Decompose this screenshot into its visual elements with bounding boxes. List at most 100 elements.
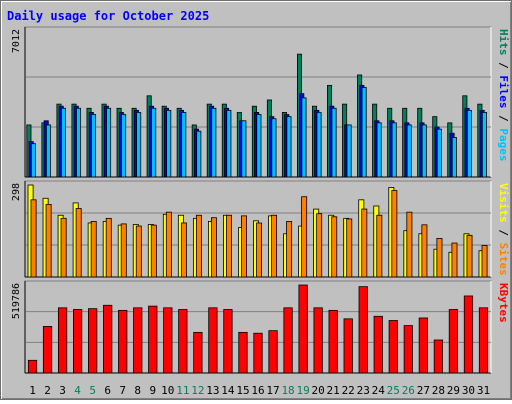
chart-title: Daily usage for October 2025: [7, 9, 209, 23]
day-label: 30: [462, 384, 475, 397]
kbytes-kbytes-bar: [358, 286, 368, 374]
day-label: 11: [176, 384, 189, 397]
kbytes-kbytes-bar: [148, 305, 158, 374]
visits-sites-bar: [346, 218, 353, 278]
hits-pages-bar: [361, 87, 367, 178]
day-label: 18: [281, 384, 294, 397]
visits-sites-bar: [391, 190, 398, 278]
visits-legend-visits: Visits: [497, 183, 510, 223]
visits-sites-bar: [241, 215, 247, 278]
visits-sites-bar: [466, 234, 473, 278]
hits-pages-bar: [106, 107, 112, 178]
kbytes-kbytes-bar: [42, 326, 53, 374]
kbytes-kbytes-bar: [208, 307, 218, 374]
kbytes-kbytes-bar: [418, 317, 428, 374]
kbytes-kbytes-bar: [88, 308, 98, 374]
kbytes-kbytes-bar: [193, 331, 203, 374]
hits-pages-bar: [256, 114, 262, 178]
hits-pages-bar: [226, 109, 232, 178]
kbytes-kbytes-bar: [283, 307, 293, 374]
kbytes-max-label: 519786: [11, 283, 22, 319]
hits-pages-bar: [346, 124, 352, 178]
kbytes-kbytes-bar: [73, 309, 83, 374]
day-label: 6: [104, 384, 111, 397]
day-label: 27: [417, 384, 430, 397]
day-label: 21: [327, 384, 340, 397]
hits-legend-hits: Hits: [497, 29, 510, 56]
day-label: 29: [447, 384, 460, 397]
kbytes-kbytes-bar: [238, 331, 248, 374]
visits-sites-bar: [406, 211, 413, 278]
visits-sites-bar: [226, 214, 232, 278]
visits-sites-bar: [45, 204, 52, 278]
hits-pages-bar: [45, 124, 51, 178]
kbytes-kbytes-bar: [178, 309, 188, 374]
kbytes-kbytes-bar: [103, 304, 113, 374]
kbytes-kbytes-bar: [373, 315, 383, 374]
kbytes-kbytes-bar: [478, 307, 489, 374]
kbytes-legend-kbytes: KBytes: [497, 283, 510, 323]
visits-sites-bar: [301, 196, 308, 278]
visits-sites-bar: [481, 245, 488, 278]
day-label: 10: [161, 384, 174, 397]
hits-pages-bar: [76, 107, 82, 178]
visits-sites-bar: [451, 242, 458, 278]
visits-sites-bar: [210, 217, 217, 278]
hits-legend: Hits / Files / Pages: [497, 29, 510, 162]
visits-max-label: 298: [11, 183, 22, 201]
day-label: 31: [477, 384, 490, 397]
day-label: 7: [119, 384, 126, 397]
hits-pages-bar: [151, 107, 157, 178]
hits-pages-bar: [421, 124, 427, 178]
hits-legend-files: Files: [497, 75, 510, 108]
hits-pages-bar: [331, 107, 337, 178]
day-label: 17: [266, 384, 279, 397]
kbytes-kbytes-bar: [343, 318, 353, 374]
hits-pages-bar: [30, 143, 36, 178]
kbytes-legend: KBytes: [497, 283, 510, 323]
visits-sites-bar: [75, 208, 82, 278]
visits-sites-bar: [256, 222, 263, 278]
day-label: 4: [74, 384, 81, 397]
hits-pages-bar: [406, 124, 412, 178]
visits-legend: Visits / Sites: [497, 183, 510, 276]
hits-max-label: 7012: [11, 29, 22, 53]
kbytes-kbytes-bar: [133, 307, 143, 374]
hits-pages-bar: [271, 118, 277, 178]
hits-pages-bar: [316, 112, 322, 178]
visits-sites-bar: [60, 217, 67, 278]
kbytes-kbytes-bar: [463, 295, 474, 374]
kbytes-kbytes-bar: [163, 307, 173, 374]
hits-pages-bar: [436, 128, 442, 178]
day-label: 5: [89, 384, 96, 397]
kbytes-kbytes-bar: [298, 284, 308, 374]
kbytes-kbytes-bar: [328, 309, 338, 374]
visits-sites-bar: [436, 238, 443, 278]
day-label: 15: [236, 384, 249, 397]
kbytes-kbytes-bar: [57, 307, 68, 374]
day-label: 23: [357, 384, 370, 397]
visits-sites-bar: [120, 223, 127, 278]
hits-pages-bar: [301, 97, 307, 178]
visits-sites-bar: [180, 222, 187, 278]
visits-sites-bar: [361, 208, 368, 278]
visits-sites-bar: [90, 221, 97, 278]
day-label: 20: [312, 384, 325, 397]
kbytes-kbytes-bar: [403, 325, 413, 374]
day-label: 8: [134, 384, 141, 397]
kbytes-kbytes-bar: [118, 309, 128, 374]
kbytes-kbytes-bar: [27, 359, 38, 374]
day-label: 22: [342, 384, 355, 397]
day-label: 2: [44, 384, 51, 397]
visits-sites-bar: [421, 224, 428, 278]
day-label: 12: [191, 384, 204, 397]
visits-sites-bar: [30, 199, 37, 278]
visits-sites-bar: [376, 214, 383, 278]
visits-sites-bar: [165, 211, 172, 278]
hits-legend-pages: Pages: [497, 128, 510, 161]
hits-pages-bar: [121, 114, 127, 178]
day-label: 28: [432, 384, 445, 397]
hits-pages-bar: [376, 122, 382, 178]
kbytes-kbytes-bar: [313, 307, 323, 374]
hits-pages-bar: [91, 114, 97, 178]
